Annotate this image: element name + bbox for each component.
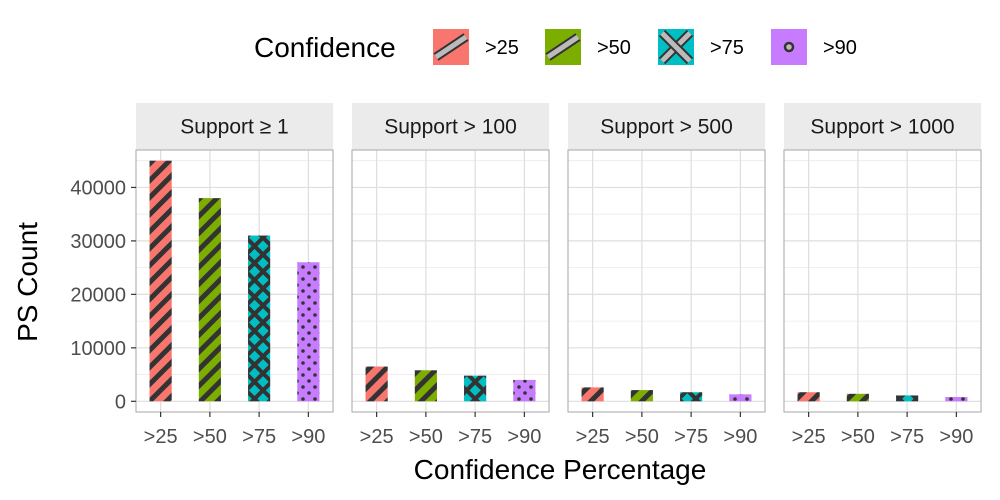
x-tick-label: >90 xyxy=(723,426,757,448)
legend-label: >25 xyxy=(485,37,519,59)
bar xyxy=(846,393,869,402)
facet-panel: Support > 1000 >25 >50 >75 >90 xyxy=(783,103,982,448)
panel-border xyxy=(567,149,766,413)
y-tick-label: 40000 xyxy=(70,177,126,199)
legend-key-stripe xyxy=(546,34,580,60)
legend-label: >50 xyxy=(597,37,631,59)
y-axis: 0 10000 20000 30000 40000 xyxy=(70,177,136,413)
x-axis-title: Confidence Percentage xyxy=(414,454,707,485)
legend-entry: >25 xyxy=(433,29,519,65)
y-tick-label: 0 xyxy=(115,391,126,413)
y-tick-label: 30000 xyxy=(70,231,126,253)
x-tick-label: >50 xyxy=(409,426,443,448)
facet-strip-label: Support > 500 xyxy=(600,116,733,139)
bar xyxy=(797,392,820,402)
x-tick-label: >50 xyxy=(625,426,659,448)
x-tick-label: >25 xyxy=(576,426,610,448)
facet-panel: Support ≥ 1 >25 >50 >75 >90 xyxy=(135,103,334,448)
bar xyxy=(581,387,604,402)
bar xyxy=(414,370,437,402)
facet-panels: Support ≥ 1 >25 >50 >75 >90 Support > 100 >25 >… xyxy=(70,103,982,448)
facet-panel: Support > 100 >25 >50 >75 >90 xyxy=(351,103,550,448)
legend-label: >90 xyxy=(823,37,857,59)
bar xyxy=(198,198,221,402)
legend-entry: >50 xyxy=(545,29,631,65)
y-tick-label: 10000 xyxy=(70,338,126,360)
legend-entry: >75 xyxy=(658,29,744,65)
bar xyxy=(729,394,752,402)
panel-border xyxy=(783,149,982,413)
facet-strip xyxy=(568,103,765,150)
facet-strip-label: Support ≥ 1 xyxy=(180,116,288,139)
x-tick-label: >90 xyxy=(507,426,541,448)
legend-label: >75 xyxy=(710,37,744,59)
bar xyxy=(896,395,919,402)
x-tick-label: >75 xyxy=(890,426,924,448)
bar xyxy=(149,160,172,402)
bar xyxy=(248,235,271,402)
legend-key-dot xyxy=(783,41,795,53)
panel-background xyxy=(784,150,981,412)
bar xyxy=(680,392,703,402)
panel-border xyxy=(135,149,334,413)
x-tick-label: >90 xyxy=(291,426,325,448)
facet-strip-label: Support > 100 xyxy=(384,116,517,139)
x-tick-label: >75 xyxy=(242,426,276,448)
x-tick-label: >25 xyxy=(792,426,826,448)
bar xyxy=(297,262,320,402)
x-tick-label: >90 xyxy=(939,426,973,448)
facet-panel: Support > 500 >25 >50 >75 >90 xyxy=(567,103,766,448)
facet-strip-label: Support > 1000 xyxy=(810,116,954,139)
bar xyxy=(945,397,968,402)
facet-strip xyxy=(352,103,549,150)
legend-key-stripe xyxy=(434,34,468,60)
panel-border xyxy=(351,149,550,413)
y-tick-label: 20000 xyxy=(70,284,126,306)
facet-strip xyxy=(136,103,333,150)
x-tick-label: >25 xyxy=(144,426,178,448)
legend-title: Confidence xyxy=(254,32,396,63)
bar xyxy=(365,366,388,402)
bar xyxy=(630,390,653,402)
legend: Confidence >25 >50 >75 >90 xyxy=(254,29,857,65)
bar xyxy=(513,379,536,402)
x-tick-label: >50 xyxy=(193,426,227,448)
panel-background xyxy=(568,150,765,412)
y-axis-title: PS Count xyxy=(12,222,43,342)
x-tick-label: >75 xyxy=(458,426,492,448)
x-tick-label: >75 xyxy=(674,426,708,448)
x-tick-label: >50 xyxy=(841,426,875,448)
legend-key-stripe xyxy=(660,31,692,63)
facet-strip xyxy=(784,103,981,150)
x-tick-label: >25 xyxy=(360,426,394,448)
bar xyxy=(464,375,487,402)
legend-entry: >90 xyxy=(771,29,857,65)
